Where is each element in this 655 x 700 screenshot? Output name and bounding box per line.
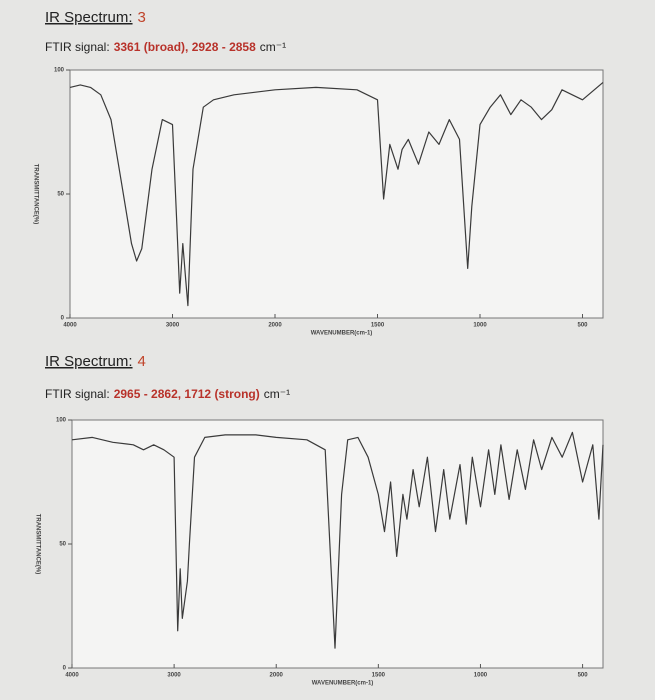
y-tick-label: 100 (56, 418, 67, 424)
title-number: 3 (138, 9, 146, 26)
signal-value: 3361 (broad), 2928 - 2858 (114, 40, 256, 54)
x-axis-label: WAVENUMBER(cm-1) (312, 681, 374, 687)
y-tick-label: 50 (57, 192, 64, 198)
y-tick-label: 0 (63, 666, 67, 672)
x-tick-label: 500 (578, 673, 589, 679)
y-axis-label: TRANSMITTANCE(%) (34, 514, 40, 575)
x-tick-label: 4000 (65, 673, 79, 679)
y-tick-label: 0 (61, 316, 65, 322)
signal-unit: cm⁻¹ (264, 387, 290, 401)
y-tick-label: 50 (59, 542, 66, 548)
spectrum-line (71, 431, 604, 649)
title-label: IR Spectrum: (45, 9, 133, 26)
signal-unit: cm⁻¹ (260, 40, 286, 54)
title-number: 4 (138, 353, 146, 370)
title-label: IR Spectrum: (45, 353, 133, 370)
x-tick-label: 3000 (166, 323, 180, 329)
plot-area (69, 69, 604, 319)
x-tick-label: 1500 (371, 323, 385, 329)
x-tick-label: 3000 (167, 673, 181, 679)
x-tick-label: 1000 (473, 323, 487, 329)
x-axis-label: WAVENUMBER(cm-1) (311, 331, 373, 337)
plot-area (71, 419, 604, 669)
ftir-signal: FTIR signal: 3361 (broad), 2928 - 2858 cm⁻… (45, 40, 286, 54)
x-tick-label: 2000 (270, 673, 284, 679)
x-tick-label: 2000 (268, 323, 282, 329)
spectrum-title: IR Spectrum: 4 (45, 353, 146, 370)
x-tick-label: 4000 (63, 323, 77, 329)
x-tick-label: 500 (577, 323, 588, 329)
spectrum-title: IR Spectrum: 3 (45, 9, 146, 26)
signal-value: 2965 - 2862, 1712 (strong) (114, 387, 260, 401)
x-tick-label: 1500 (372, 673, 386, 679)
signal-label: FTIR signal: (45, 40, 110, 54)
spectrum-line (69, 81, 604, 307)
y-tick-label: 100 (54, 68, 65, 74)
signal-label: FTIR signal: (45, 387, 110, 401)
x-tick-label: 1000 (474, 673, 488, 679)
y-axis-label: TRANSMITTANCE(%) (32, 164, 38, 225)
ftir-signal: FTIR signal: 2965 - 2862, 1712 (strong) cm… (45, 387, 290, 401)
